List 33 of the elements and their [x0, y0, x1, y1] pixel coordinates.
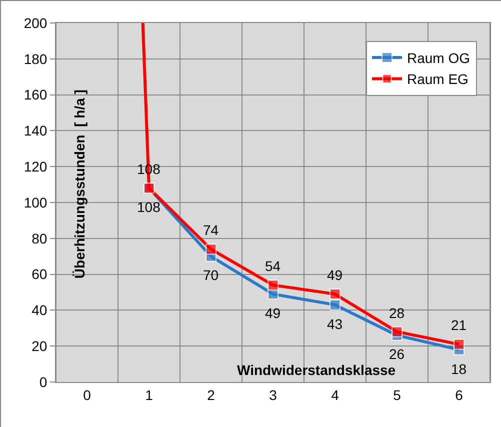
- data-label: 108: [137, 199, 161, 215]
- legend-label: Raum EG: [406, 71, 468, 88]
- data-label: 43: [327, 316, 343, 332]
- y-tick-label: 160: [24, 86, 48, 103]
- x-tick-label: 5: [393, 386, 402, 403]
- x-axis-title: Windwiderstandsklasse: [237, 362, 396, 378]
- x-tick-label: 2: [207, 386, 216, 403]
- y-tick-label: 100: [24, 194, 48, 210]
- x-tick-label: 6: [455, 386, 464, 403]
- x-tick-label: 1: [145, 386, 154, 403]
- data-label: 26: [389, 346, 405, 362]
- data-label: 70: [203, 267, 219, 283]
- data-label: 28: [389, 305, 405, 321]
- y-tick-label: 120: [24, 158, 48, 174]
- y-tick-label: 0: [39, 374, 48, 390]
- y-tick-label: 140: [24, 122, 48, 139]
- y-axis-title: Überhitzungsstunden [ h/a ]: [71, 90, 88, 279]
- y-tick-label: 180: [24, 50, 48, 67]
- x-tick-label: 0: [83, 386, 92, 403]
- data-label: 54: [265, 258, 281, 274]
- data-label: 21: [451, 317, 467, 333]
- x-tick-label: 4: [331, 386, 340, 403]
- y-tick-label: 20: [32, 338, 48, 354]
- data-label: 18: [451, 361, 467, 377]
- y-tick-label: 200: [24, 14, 48, 31]
- legend-label: Raum OG: [406, 50, 470, 66]
- data-label: 74: [203, 222, 219, 238]
- data-label: 49: [327, 267, 343, 283]
- x-tick-label: 3: [269, 386, 278, 403]
- y-tick-label: 80: [32, 230, 48, 246]
- y-tick-label: 40: [32, 302, 48, 318]
- data-label: 49: [265, 305, 281, 321]
- y-tick-label: 60: [32, 266, 48, 282]
